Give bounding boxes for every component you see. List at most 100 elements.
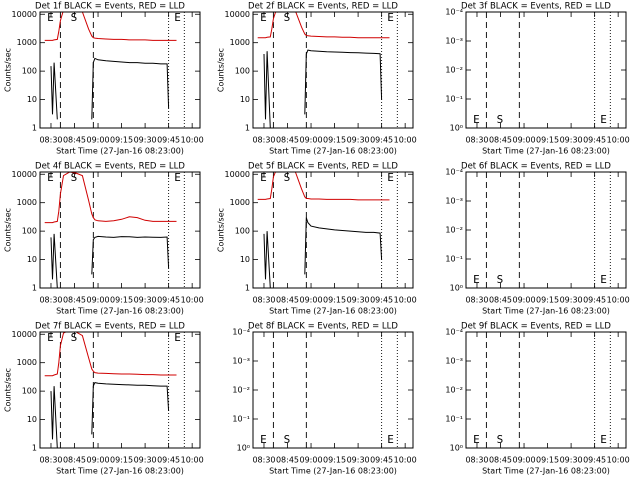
y-tick-label: 1000 <box>230 38 250 47</box>
y-tick-label: 100 <box>22 227 37 236</box>
y-tick-label: 100 <box>235 67 250 76</box>
x-tick-label: 08:30 <box>465 296 488 305</box>
x-tick-label: 08:30 <box>465 456 488 465</box>
event-letter: S <box>497 433 504 446</box>
x-tick-label: 09:30 <box>560 136 583 145</box>
plot-area <box>44 172 177 288</box>
x-tick-label: 09:30 <box>347 296 370 305</box>
x-axis-label: Start Time (27-Jan-16 08:23:00) <box>269 307 397 316</box>
x-tick-label: 08:30 <box>39 136 62 145</box>
y-tick-label: 1 <box>32 444 37 453</box>
event-letter: S <box>284 171 291 184</box>
y-tick-label: 10000 <box>12 10 37 19</box>
series-line <box>44 12 177 41</box>
x-tick-label: 10:00 <box>394 136 417 145</box>
plot-area <box>44 12 177 120</box>
y-tick-label: 1 <box>32 284 37 293</box>
y-tick-label: 10⁻⁴ <box>445 328 463 337</box>
event-letter: E <box>473 113 480 126</box>
event-letter: E <box>600 113 607 126</box>
x-tick-label: 09:15 <box>110 456 133 465</box>
x-tick-label: 09:00 <box>300 296 323 305</box>
x-tick-label: 09:45 <box>157 456 180 465</box>
plot-area <box>257 172 390 288</box>
x-tick-label: 08:45 <box>276 456 299 465</box>
event-letter: E <box>174 11 181 24</box>
event-letter: E <box>473 273 480 286</box>
event-letter: S <box>497 113 504 126</box>
x-tick-label: 09:30 <box>560 456 583 465</box>
x-tick-label: 09:30 <box>347 456 370 465</box>
event-letter: E <box>387 433 394 446</box>
x-tick-label: 10:00 <box>607 296 630 305</box>
x-tick-label: 09:00 <box>87 296 110 305</box>
event-letter: E <box>260 171 267 184</box>
panel: Det 4f BLACK = Events, RED = LLD Counts/s… <box>4 162 204 316</box>
series-line <box>257 172 390 201</box>
y-tick-label: 10⁻³ <box>232 357 250 366</box>
x-tick-label: 09:00 <box>300 456 323 465</box>
y-tick-label: 10 <box>240 95 250 104</box>
y-tick-label: 10⁰ <box>237 444 250 453</box>
series-line <box>50 233 170 288</box>
y-tick-label: 10 <box>27 415 37 424</box>
plot-area <box>44 332 177 448</box>
y-tick-label: 100 <box>22 67 37 76</box>
x-tick-label: 09:15 <box>110 296 133 305</box>
panel: Det 2f BLACK = Events, RED = LLD Counts/s… <box>217 2 417 156</box>
panel-title: Det 9f BLACK = Events, RED = LLD <box>461 322 611 332</box>
event-letter: S <box>71 331 78 344</box>
x-tick-label: 10:00 <box>607 456 630 465</box>
y-tick-label: 10⁻⁴ <box>445 8 463 17</box>
y-tick-label: 10⁻⁴ <box>232 328 250 337</box>
x-tick-label: 09:15 <box>323 296 346 305</box>
y-tick-label: 100 <box>235 227 250 236</box>
series-line <box>257 12 390 39</box>
y-tick-label: 10⁻² <box>445 386 463 395</box>
panel-title: Det 6f BLACK = Events, RED = LLD <box>461 162 611 172</box>
y-tick-label: 10⁻³ <box>445 197 463 206</box>
series-line <box>263 49 383 128</box>
x-tick-label: 09:30 <box>134 136 157 145</box>
x-tick-label: 09:15 <box>110 136 133 145</box>
y-tick-label: 10⁻¹ <box>232 415 250 424</box>
x-axis-label: Start Time (27-Jan-16 08:23:00) <box>482 467 610 476</box>
panel-title: Det 3f BLACK = Events, RED = LLD <box>461 2 611 12</box>
event-letter: S <box>71 11 78 24</box>
y-tick-label: 10⁻² <box>445 66 463 75</box>
x-tick-label: 08:45 <box>63 296 86 305</box>
event-letter: E <box>47 11 54 24</box>
y-axis-label: Counts/sec <box>4 208 13 252</box>
x-tick-label: 09:30 <box>347 136 370 145</box>
x-tick-label: 09:30 <box>134 456 157 465</box>
x-tick-label: 09:15 <box>536 136 559 145</box>
event-letter: S <box>497 273 504 286</box>
y-tick-label: 10 <box>27 255 37 264</box>
y-tick-label: 10000 <box>12 170 37 179</box>
panel-title: Det 8f BLACK = Events, RED = LLD <box>248 322 398 332</box>
event-letter: S <box>284 433 291 446</box>
y-tick-label: 10⁰ <box>450 124 463 133</box>
panel-title: Det 1f BLACK = Events, RED = LLD <box>35 2 185 12</box>
x-tick-label: 08:45 <box>489 136 512 145</box>
x-tick-label: 09:45 <box>370 296 393 305</box>
x-tick-label: 08:45 <box>276 296 299 305</box>
event-letter: E <box>47 331 54 344</box>
y-axis-label: Counts/sec <box>4 48 13 92</box>
plot-frame <box>252 171 414 289</box>
x-tick-label: 10:00 <box>394 296 417 305</box>
panel-title: Det 2f BLACK = Events, RED = LLD <box>248 2 398 12</box>
x-tick-label: 09:45 <box>583 136 606 145</box>
y-tick-label: 10⁻² <box>232 386 250 395</box>
event-letter: E <box>174 331 181 344</box>
plot-frame <box>39 331 201 449</box>
x-axis-label: Start Time (27-Jan-16 08:23:00) <box>56 147 184 156</box>
y-axis-label: Counts/sec <box>217 48 226 92</box>
x-tick-label: 08:30 <box>39 456 62 465</box>
x-tick-label: 10:00 <box>181 456 204 465</box>
series-line <box>263 217 383 288</box>
x-tick-label: 09:00 <box>87 136 110 145</box>
y-axis-label: Counts/sec <box>217 208 226 252</box>
plot-frame <box>465 171 627 289</box>
